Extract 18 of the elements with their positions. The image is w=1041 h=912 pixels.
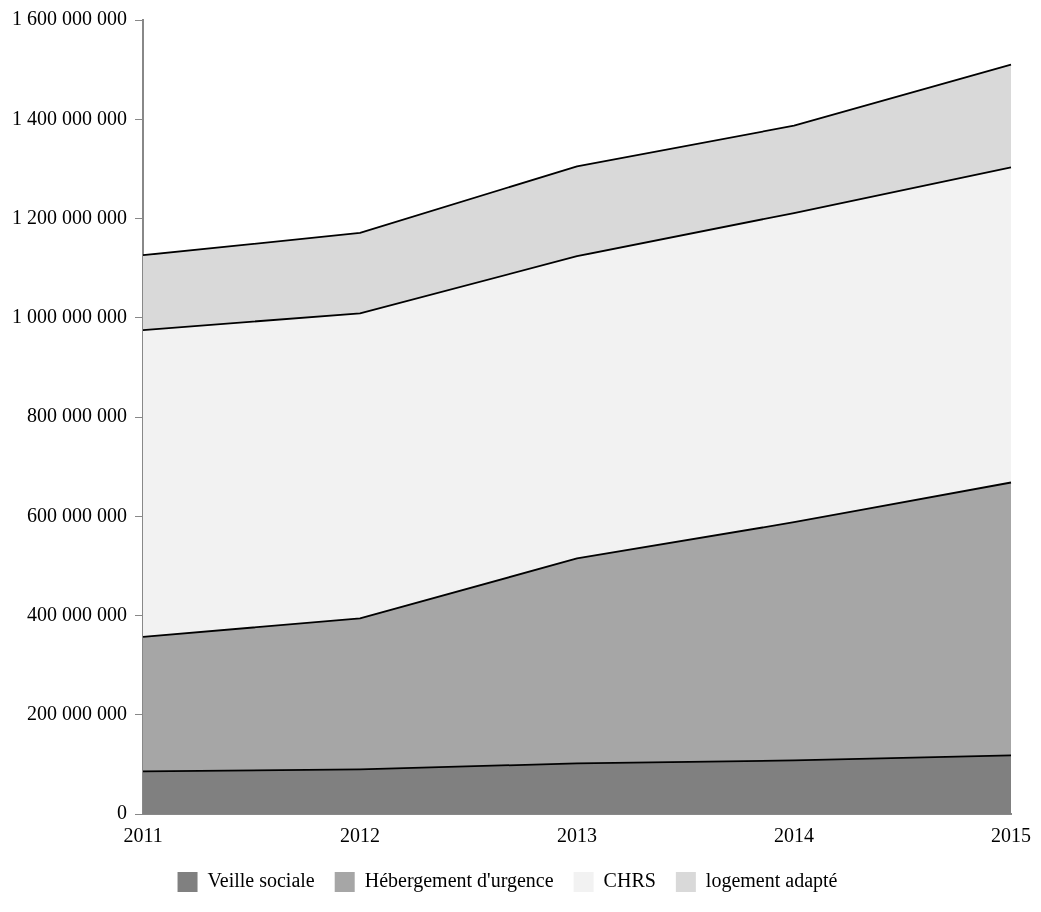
- x-tick-label: 2013: [557, 824, 597, 847]
- legend-label: CHRS: [603, 869, 656, 892]
- y-tick-label: 1 000 000 000: [12, 305, 127, 327]
- y-tick-label: 400 000 000: [27, 602, 127, 625]
- y-tick-label: 1 600 000 000: [12, 7, 127, 30]
- y-tick-label: 1 400 000 000: [12, 106, 127, 129]
- y-tick-label: 1 200 000 000: [12, 205, 127, 228]
- x-tick-label: 2012: [340, 824, 380, 847]
- y-tick-label: 0: [117, 801, 127, 824]
- x-tick-label: 2011: [123, 824, 163, 847]
- legend-label: Veille sociale: [207, 869, 315, 892]
- y-tick-label: 200 000 000: [27, 702, 127, 724]
- x-tick-label: 2014: [774, 824, 814, 847]
- legend-label: Hébergement d'urgence: [364, 869, 554, 893]
- y-tick-label: 600 000 000: [27, 503, 127, 526]
- legend-label: logement adapté: [705, 869, 838, 893]
- x-tick-label: 2015: [991, 824, 1031, 847]
- y-tick-label: 800 000 000: [27, 404, 127, 427]
